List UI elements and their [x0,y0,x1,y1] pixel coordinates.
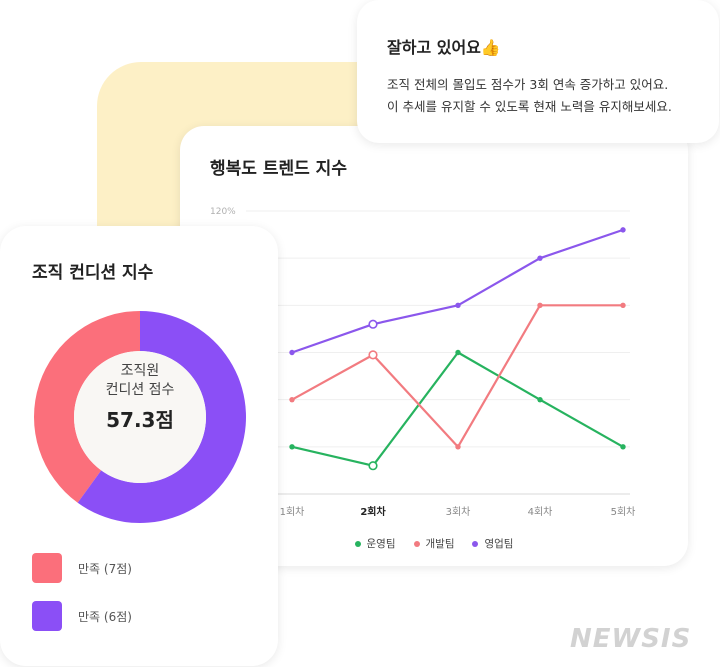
trend-chart-title: 행복도 트렌드 지수 [210,159,347,179]
data-point [537,302,543,309]
condition-title: 조직 컨디션 지수 [32,263,154,283]
trend-line-chart: 120% 1회차 2회차 3회차 4회차 5회차 [210,207,636,518]
legend-label: 만족 (7점) [78,561,132,576]
note-title: 잘하고 있어요👍 [387,38,501,57]
data-point [289,349,295,356]
series-line [291,228,624,354]
note-line-2: 이 추세를 유지할 수 있도록 현재 노력을 유지해보세요. [387,99,672,114]
data-point [289,396,295,403]
x-tick-label: 4회차 [528,506,553,518]
note-line-1: 조직 전체의 몰입도 점수가 3회 연속 증가하고 있어요. [387,77,669,92]
legend-swatch-6 [32,601,62,631]
x-tick-label: 5회차 [611,506,636,518]
series-line [291,304,623,448]
legend-label: 운영팀 [366,538,396,550]
x-tick-label: 1회차 [280,506,305,518]
legend-dot [413,541,420,547]
donut-slice [34,311,140,503]
legend-entry: 영업팀 [472,536,513,551]
x-tick-label: 2회차 [360,505,386,518]
trend-chart-legend: 운영팀 개발팀 영업팀 [180,536,688,551]
legend-entry: 개발팀 [413,536,455,551]
donut-center-label: 조직원 컨디션 점수 57.3점 [62,362,218,433]
data-point [368,319,378,329]
data-point [537,396,543,403]
donut-center-line1: 조직원 [120,363,160,379]
donut-hole [74,351,206,483]
x-tick-label: 3회차 [446,506,471,518]
condition-index-card: 조직 컨디션 지수 조직원 컨디션 점수 57.3점 만족 (7점) 만족 (6… [0,226,278,666]
data-point [368,461,378,471]
legend-label: 만족 (6점) [78,609,132,624]
data-point [620,444,626,450]
data-point [455,302,461,309]
note-text: 조직 전체의 몰입도 점수가 3회 연속 증가하고 있어요. 이 추세를 유지할… [387,74,672,118]
legend-entry: 운영팀 [354,536,396,551]
data-point [620,302,626,309]
data-point [368,350,378,360]
data-point [455,444,461,450]
data-point [455,349,461,356]
feedback-note-card: 잘하고 있어요👍 조직 전체의 몰입도 점수가 3회 연속 증가하고 있어요. … [357,0,719,143]
condition-score: 57.3점 [106,408,174,432]
donut-center-line2: 컨디션 점수 [105,382,175,398]
data-point [620,227,626,233]
donut-legend-item: 만족 (6점) [32,601,132,631]
data-point [289,444,295,450]
newsis-watermark: NEWSIS [570,624,692,654]
legend-dot [472,541,479,547]
donut-slice [77,311,247,523]
legend-swatch-7 [32,553,62,583]
legend-dot [354,541,361,547]
donut-legend-item: 만족 (7점) [32,553,132,583]
y-tick-label: 120% [210,207,236,217]
legend-label: 개발팀 [425,538,455,550]
data-point [537,255,543,261]
condition-donut-chart [34,311,247,523]
legend-label: 영업팀 [484,538,514,550]
